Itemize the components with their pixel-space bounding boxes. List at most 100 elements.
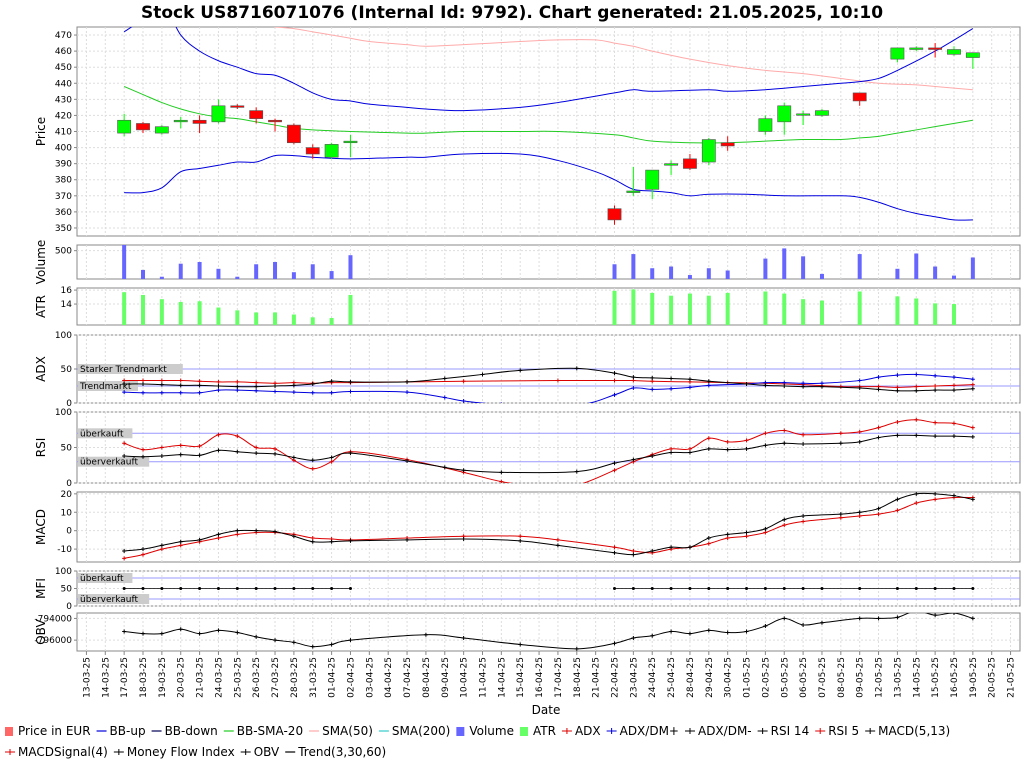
obv-line-point bbox=[574, 646, 579, 651]
chart-title: Stock US8716071076 (Internal Id: 9792). … bbox=[141, 3, 883, 23]
dm-minus-line-point bbox=[235, 384, 240, 389]
macd-line-point bbox=[461, 536, 466, 541]
x-tick-label: 25-04-25 bbox=[667, 657, 677, 698]
candle-body bbox=[249, 110, 264, 119]
macd-line-point bbox=[329, 539, 334, 544]
obv-line-point bbox=[216, 628, 221, 633]
adx-line-point bbox=[461, 379, 466, 384]
candle-body bbox=[136, 123, 150, 131]
dm-minus-line-point bbox=[631, 375, 636, 380]
dm-plus-line-point bbox=[782, 380, 787, 385]
volume-bar bbox=[141, 269, 146, 279]
adx-reference-label-bg bbox=[78, 381, 138, 391]
rsi14-line-point bbox=[895, 433, 900, 438]
atr-bar bbox=[933, 303, 938, 325]
adx-line-point bbox=[914, 384, 919, 389]
bb-down-line bbox=[124, 152, 973, 221]
atr-bar bbox=[141, 294, 146, 325]
candle-body bbox=[928, 47, 943, 50]
x-tick-label: 11-04-25 bbox=[478, 657, 488, 698]
adx-line-point bbox=[933, 384, 938, 388]
atr-bar bbox=[273, 312, 278, 325]
volume-bar bbox=[933, 266, 938, 279]
dm-minus-line-point bbox=[348, 379, 353, 384]
obv-line-point bbox=[518, 642, 523, 647]
rsi14-line-point bbox=[669, 450, 674, 455]
rsi-reference-label: überkauft bbox=[80, 429, 124, 439]
macd-y-axis-label: MACD bbox=[34, 509, 48, 545]
obv-line-point bbox=[951, 613, 956, 615]
dm-plus-line-point bbox=[914, 372, 919, 377]
atr-bar bbox=[669, 295, 674, 325]
candle-body bbox=[286, 124, 301, 144]
legend-label: Trend(3,30,60) bbox=[297, 745, 386, 759]
macd-line-point bbox=[405, 537, 410, 542]
dm-plus-line-point bbox=[329, 390, 334, 395]
x-tick-label: 24-03-25 bbox=[214, 657, 224, 698]
dm-plus-line-point bbox=[612, 392, 617, 397]
rsi5-line-point bbox=[914, 417, 919, 422]
rsi5-line-point bbox=[838, 431, 843, 436]
x-tick-label: 28-04-25 bbox=[686, 657, 696, 698]
dm-minus-line-point bbox=[329, 379, 334, 384]
volume-bar bbox=[122, 245, 127, 279]
x-tick-label: 13-03-25 bbox=[82, 657, 92, 698]
rsi14-line-point bbox=[310, 458, 315, 463]
obv-line-point bbox=[254, 634, 259, 639]
legend-swatch bbox=[519, 727, 528, 736]
rsi14-line-point bbox=[706, 446, 711, 451]
volume-bar bbox=[329, 271, 334, 279]
adx-line-point bbox=[838, 384, 843, 389]
volume-bar bbox=[291, 272, 296, 279]
volume-bar bbox=[951, 275, 956, 279]
dm-minus-line-point bbox=[141, 381, 146, 386]
legend-swatch bbox=[5, 727, 13, 736]
rsi14-line-point bbox=[970, 434, 975, 439]
rsi14-line-point bbox=[461, 468, 466, 473]
obv-line-point bbox=[329, 642, 334, 647]
dm-minus-line-point bbox=[669, 376, 674, 381]
macd-line-point bbox=[141, 547, 146, 552]
adx-reference-label: Trendmarkt bbox=[79, 382, 132, 392]
dm-minus-line-point bbox=[933, 388, 938, 393]
legend-item: Volume bbox=[456, 724, 514, 738]
obv-line-point bbox=[857, 616, 862, 621]
obv-y-axis-label: OBV bbox=[34, 618, 48, 644]
macd-signal-line-point bbox=[857, 513, 862, 518]
rsi5-line-point bbox=[951, 421, 956, 426]
rsi5-line-point bbox=[537, 485, 541, 489]
x-tick-label: 06-05-25 bbox=[799, 657, 809, 698]
volume-bar bbox=[216, 268, 221, 279]
price-ytick-label: 470 bbox=[55, 31, 72, 41]
rsi14-line-point bbox=[574, 469, 579, 474]
candle-body bbox=[890, 47, 905, 60]
dm-plus-line-point bbox=[857, 378, 862, 383]
x-tick-label: 15-05-25 bbox=[931, 657, 941, 698]
x-tick-label: 30-04-25 bbox=[724, 657, 734, 698]
rsi-ytick-label: 50 bbox=[61, 444, 73, 454]
rsi14-line-point bbox=[235, 449, 240, 454]
candle-body bbox=[815, 110, 829, 116]
price-ytick-label: 380 bbox=[55, 176, 72, 186]
volume-bar bbox=[254, 264, 259, 279]
rsi14-line-point bbox=[122, 454, 127, 459]
legend-item: Trend(3,30,60) bbox=[285, 745, 386, 759]
mfi-reference-label-bg bbox=[78, 573, 133, 583]
atr-bar bbox=[819, 300, 824, 325]
legend-label: Volume bbox=[469, 724, 514, 738]
rsi5-line-point bbox=[725, 439, 730, 444]
legend-item: BB-up bbox=[96, 724, 146, 738]
dm-plus-line-point bbox=[687, 385, 692, 390]
legend-item: BB-down bbox=[151, 724, 218, 738]
dm-minus-line-point bbox=[687, 377, 692, 382]
legend-label: ADX/DM+ bbox=[620, 724, 679, 738]
legend-swatch bbox=[456, 727, 465, 736]
x-tick-label: 01-04-25 bbox=[328, 657, 338, 698]
rsi14-line-point bbox=[763, 443, 768, 448]
candle-body bbox=[947, 49, 961, 55]
x-tick-label: 16-05-25 bbox=[950, 657, 960, 698]
mfi-reference-label: überkauft bbox=[80, 574, 124, 584]
macd-line-point bbox=[197, 537, 202, 542]
rsi14-line-point bbox=[876, 435, 881, 440]
dm-minus-line-point bbox=[178, 383, 183, 388]
